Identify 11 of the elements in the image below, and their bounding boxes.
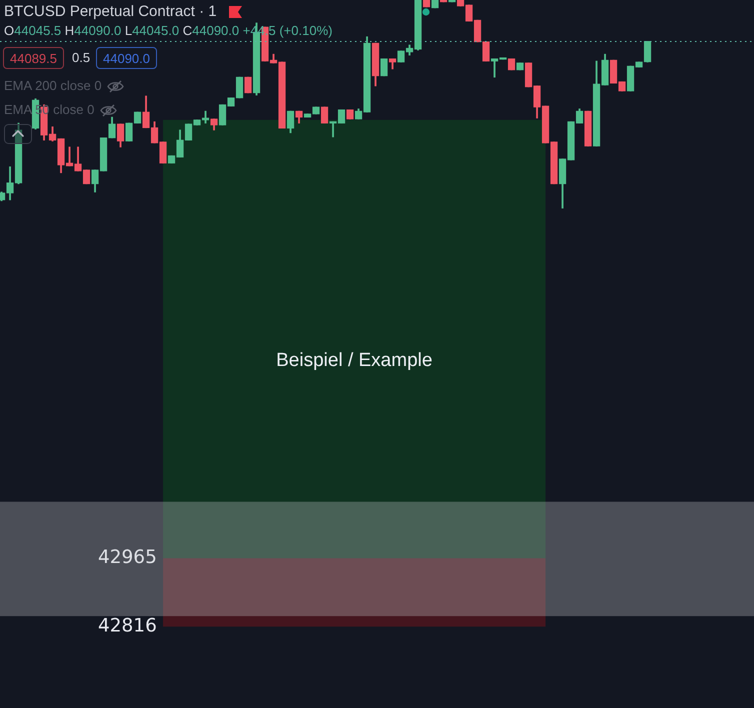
annotation: 0.5 [72, 50, 90, 65]
y-tick-label: 42816 [98, 615, 157, 636]
y-tick-label: 42965 [98, 547, 157, 568]
annotation: 44090.0 [103, 50, 150, 66]
price-button: 44089.5 [3, 47, 64, 69]
annotation: 44089.5 [10, 50, 57, 66]
annotation: EMA 200 close 0 [4, 78, 102, 93]
band-label: Beispiel / Example [276, 350, 432, 372]
price-button: 44090.0 [96, 47, 157, 69]
chart-title: BTCUSD Perpetual Contract · 1 [4, 3, 217, 21]
annotation: EMA 50 close 0 [4, 102, 94, 117]
